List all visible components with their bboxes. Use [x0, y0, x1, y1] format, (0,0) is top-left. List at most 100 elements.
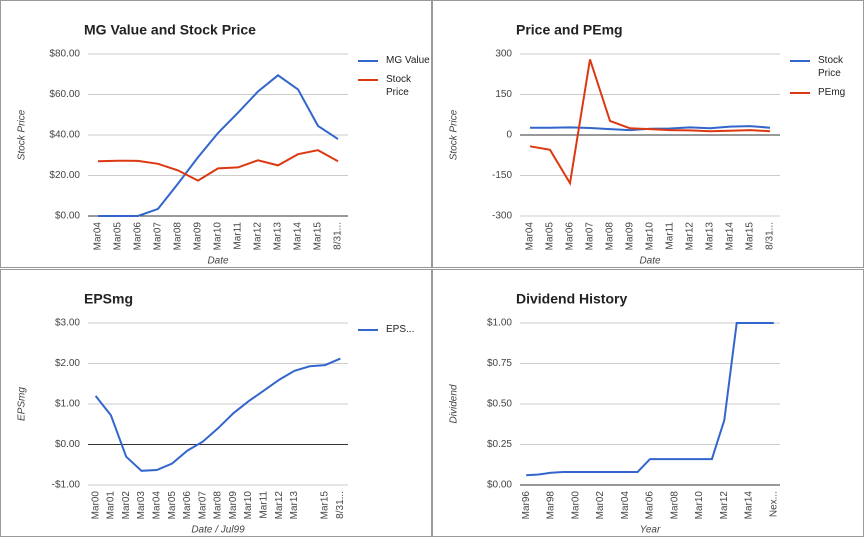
x-tick-label: Mar13	[273, 222, 284, 251]
y-tick-label: $20.00	[49, 170, 80, 181]
y-tick-label: $2.00	[55, 358, 80, 369]
legend-item: EPS...	[358, 323, 414, 336]
x-tick-label: Mar08	[605, 222, 616, 251]
y-tick-label: $0.25	[487, 439, 512, 450]
legend-label: EPS...	[386, 324, 415, 335]
y-axis-title: Stock Price	[449, 109, 460, 160]
x-tick-label: Mar10	[645, 222, 656, 251]
x-tick-label: Mar12	[685, 222, 696, 251]
series-line	[529, 59, 771, 186]
legend-item: MG Value	[358, 54, 430, 67]
x-tick-label: Mar06	[645, 491, 656, 520]
y-tick-label: -300	[492, 211, 512, 222]
x-tick-label: Mar05	[545, 222, 556, 251]
x-tick-label: Mar05	[113, 222, 124, 251]
x-axis-title: Year	[640, 525, 661, 536]
legend: Stock Price PEmg	[790, 54, 862, 99]
x-tick-label: Mar12	[274, 491, 285, 520]
y-tick-label: $0.00	[55, 211, 80, 222]
y-tick-label: $1.00	[55, 399, 80, 410]
x-tick-label: Mar13	[705, 222, 716, 251]
x-tick-label: Mar04	[93, 222, 104, 251]
legend-swatch	[790, 60, 810, 62]
x-tick-label: Mar13	[289, 491, 300, 520]
x-tick-label: Mar07	[585, 222, 596, 251]
x-tick-label: Mar06	[182, 491, 193, 520]
x-tick-label: Mar02	[121, 491, 132, 520]
y-tick-label: $0.75	[487, 358, 512, 369]
x-tick-label: Mar15	[313, 222, 324, 251]
x-axis-title: Date	[639, 256, 661, 267]
x-tick-label: Mar15	[745, 222, 756, 251]
x-tick-label: Mar10	[213, 222, 224, 251]
x-tick-label: Mar09	[228, 491, 239, 520]
x-tick-label: Mar04	[151, 491, 162, 520]
x-tick-label: Mar08	[173, 222, 184, 251]
x-tick-label: Mar12	[253, 222, 264, 251]
x-tick-label: Mar01	[106, 491, 117, 520]
x-tick-label: Mar07	[153, 222, 164, 251]
legend-item: Stock Price	[358, 73, 430, 99]
legend-swatch	[358, 79, 378, 81]
x-tick-label: Mar03	[136, 491, 147, 520]
x-tick-label: Mar12	[719, 491, 730, 520]
chart-title: MG Value and Stock Price	[84, 22, 256, 38]
x-tick-label: 8/31...	[333, 222, 344, 250]
legend-item: PEmg	[790, 86, 862, 99]
legend-item: Stock Price	[790, 54, 862, 80]
chart-panel: EPSmg -$1.00 $0.00 $1.00 $2.00 $3.00 Mar00 Mar0…	[0, 269, 432, 537]
legend: MG Value Stock Price	[358, 54, 430, 99]
panel-border	[0, 269, 432, 537]
y-tick-label: $60.00	[49, 89, 80, 100]
x-tick-label: Mar11	[665, 222, 676, 250]
chart-panel: Price and PEmg -300 -150 0 150 300 Mar04 Mar05 M…	[432, 0, 864, 268]
y-tick-label: $80.00	[49, 49, 80, 60]
x-tick-label: Mar96	[521, 491, 532, 520]
x-tick-label: Mar14	[293, 222, 304, 251]
chart-title: Dividend History	[516, 291, 627, 307]
legend-label: MG Value	[386, 55, 430, 66]
x-tick-label: Mar11	[233, 222, 244, 250]
x-tick-label: Mar10	[694, 491, 705, 520]
panel-border	[432, 0, 864, 268]
x-tick-label: Mar00	[570, 491, 581, 520]
y-tick-label: $40.00	[49, 130, 80, 141]
chart-title: EPSmg	[84, 291, 133, 307]
x-tick-label: Mar09	[193, 222, 204, 251]
x-tick-label: Mar98	[546, 491, 557, 520]
x-tick-label: Mar08	[213, 491, 224, 520]
x-axis-title: Date	[207, 256, 229, 267]
x-tick-label: 8/31...	[765, 222, 776, 250]
x-tick-label: Mar00	[90, 491, 101, 520]
y-tick-label: 150	[495, 89, 512, 100]
y-axis-title: Dividend	[449, 384, 460, 423]
x-tick-label: Mar02	[595, 491, 606, 520]
x-tick-label: Mar04	[525, 222, 536, 251]
chart-panel: Dividend History $0.00 $0.25 $0.50 $0.75 $1.0…	[432, 269, 864, 537]
y-tick-label: $0.00	[487, 480, 512, 491]
y-tick-label: $0.50	[487, 399, 512, 410]
x-axis-title: Date / Jul99	[191, 525, 245, 536]
x-tick-label: Mar10	[243, 491, 254, 520]
x-tick-label: Mar08	[669, 491, 680, 520]
x-tick-label: Mar14	[725, 222, 736, 251]
legend-swatch	[790, 92, 810, 94]
y-axis-title: EPSmg	[17, 387, 28, 421]
panel-border	[432, 269, 864, 537]
x-tick-label: 8/31...	[335, 491, 346, 519]
legend-label: Stock Price	[386, 74, 412, 98]
x-tick-label: Mar07	[197, 491, 208, 520]
x-tick-label: Mar06	[565, 222, 576, 251]
x-tick-label: Mar15	[320, 491, 331, 520]
legend-swatch	[358, 60, 378, 62]
y-tick-label: -$1.00	[52, 480, 81, 491]
y-tick-label: $0.00	[55, 439, 80, 450]
x-tick-label: Nex...	[768, 491, 779, 517]
y-axis-title: Stock Price	[17, 109, 28, 160]
x-tick-label: Mar11	[259, 491, 270, 519]
x-tick-label: Mar05	[167, 491, 178, 520]
y-tick-label: 0	[506, 130, 512, 141]
series-line	[97, 149, 339, 182]
chart-title: Price and PEmg	[516, 22, 623, 38]
